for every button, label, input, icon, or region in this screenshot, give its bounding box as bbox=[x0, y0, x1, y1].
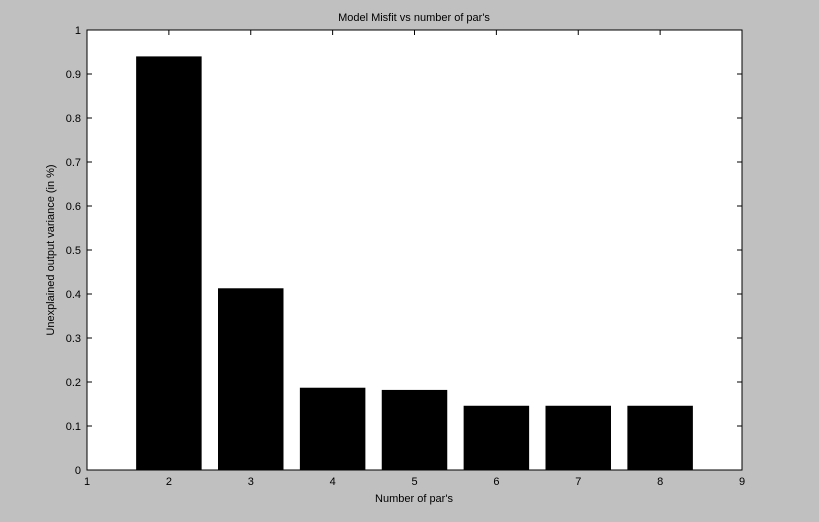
x-tick-label: 4 bbox=[330, 476, 336, 488]
y-tick-label: 0.8 bbox=[66, 113, 81, 125]
bar-2 bbox=[136, 56, 202, 471]
y-tick-label: 0.7 bbox=[66, 157, 81, 169]
y-tick-label: 0.4 bbox=[66, 289, 81, 301]
y-tick-label: 1 bbox=[75, 25, 81, 37]
y-tick-label: 0.1 bbox=[66, 421, 81, 433]
x-tick-label: 3 bbox=[248, 476, 254, 488]
x-tick-label: 8 bbox=[657, 476, 663, 488]
x-tick-label: 9 bbox=[739, 476, 745, 488]
bar-4 bbox=[299, 387, 366, 470]
y-tick-label: 0 bbox=[75, 465, 81, 477]
x-tick-label: 2 bbox=[166, 476, 172, 488]
chart-title: Model Misfit vs number of par's bbox=[338, 12, 490, 24]
y-tick-label: 0.3 bbox=[66, 333, 81, 345]
x-axis-label: Number of par's bbox=[375, 493, 453, 505]
x-tick-label: 1 bbox=[84, 476, 90, 488]
x-tick-label: 7 bbox=[575, 476, 581, 488]
y-tick-label: 0.6 bbox=[66, 201, 81, 213]
tick-group: 1 2 3 4 5 6 7 8 9 0 0.1 0.2 0.3 0.4 0.5 0.6 0.7 0.8 0.9 1 bbox=[66, 25, 745, 488]
bar-6 bbox=[463, 405, 530, 470]
y-axis-label: Unexplained output variance (in %) bbox=[45, 164, 57, 335]
y-tick-label: 0.5 bbox=[66, 245, 81, 257]
bar-7 bbox=[545, 405, 611, 470]
bar-3 bbox=[218, 288, 284, 470]
y-tick-label: 0.2 bbox=[66, 377, 81, 389]
y-tick-label: 0.9 bbox=[66, 69, 81, 81]
bar-8 bbox=[627, 405, 693, 470]
x-tick-label: 6 bbox=[493, 476, 499, 488]
x-tick-label: 5 bbox=[411, 476, 417, 488]
bar-group bbox=[136, 56, 693, 471]
bar-5 bbox=[381, 389, 448, 470]
